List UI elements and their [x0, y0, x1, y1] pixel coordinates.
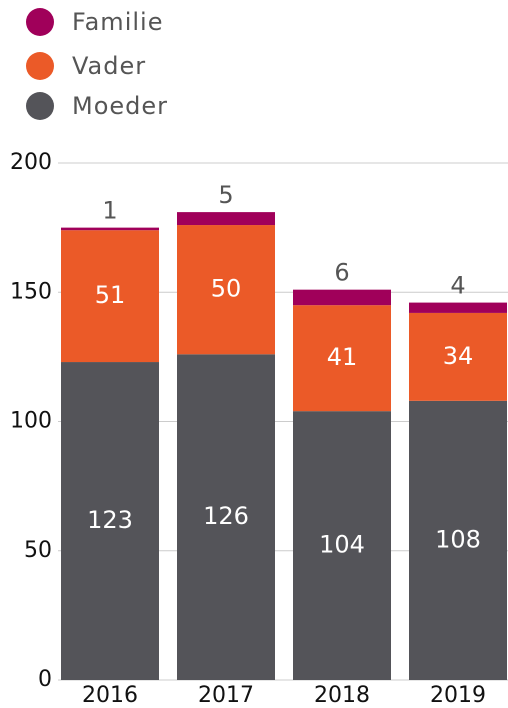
- value-label: 123: [87, 506, 133, 534]
- bar-segment: [61, 362, 159, 680]
- bar-segment: [177, 212, 275, 226]
- y-tick-label: 50: [24, 538, 52, 563]
- value-label: 50: [211, 275, 242, 303]
- value-label: 6: [334, 259, 349, 287]
- legend-label: Moeder: [72, 92, 168, 120]
- legend-label: Familie: [72, 8, 163, 36]
- x-tick-label: 2016: [82, 683, 138, 708]
- x-tick-label: 2018: [314, 683, 370, 708]
- bar-segment: [61, 227, 159, 231]
- value-label: 34: [443, 342, 474, 370]
- bar-segment: [177, 225, 275, 355]
- legend-swatch: [26, 52, 54, 80]
- bar-segment: [409, 400, 507, 680]
- y-tick-label: 150: [10, 279, 52, 304]
- bar-segment: [293, 305, 391, 412]
- y-tick-label: 100: [10, 409, 52, 434]
- y-tick-label: 0: [38, 667, 52, 692]
- value-label: 108: [435, 525, 481, 553]
- legend-swatch: [26, 92, 54, 120]
- legend-swatch: [26, 8, 54, 36]
- y-tick-label: 200: [10, 150, 52, 175]
- value-label: 1: [102, 197, 117, 225]
- value-label: 51: [95, 281, 126, 309]
- bar-segment: [293, 289, 391, 306]
- bar-segment: [177, 354, 275, 680]
- x-tick-label: 2017: [198, 683, 254, 708]
- value-label: 4: [450, 272, 465, 300]
- value-label: 126: [203, 502, 249, 530]
- value-label: 5: [218, 181, 233, 209]
- value-label: 41: [327, 343, 358, 371]
- bar-segment: [409, 312, 507, 401]
- bar-segment: [409, 302, 507, 313]
- value-label: 104: [319, 531, 365, 559]
- x-tick-label: 2019: [430, 683, 486, 708]
- bar-segment: [293, 411, 391, 680]
- legend-label: Vader: [72, 52, 146, 80]
- bar-segment: [61, 230, 159, 363]
